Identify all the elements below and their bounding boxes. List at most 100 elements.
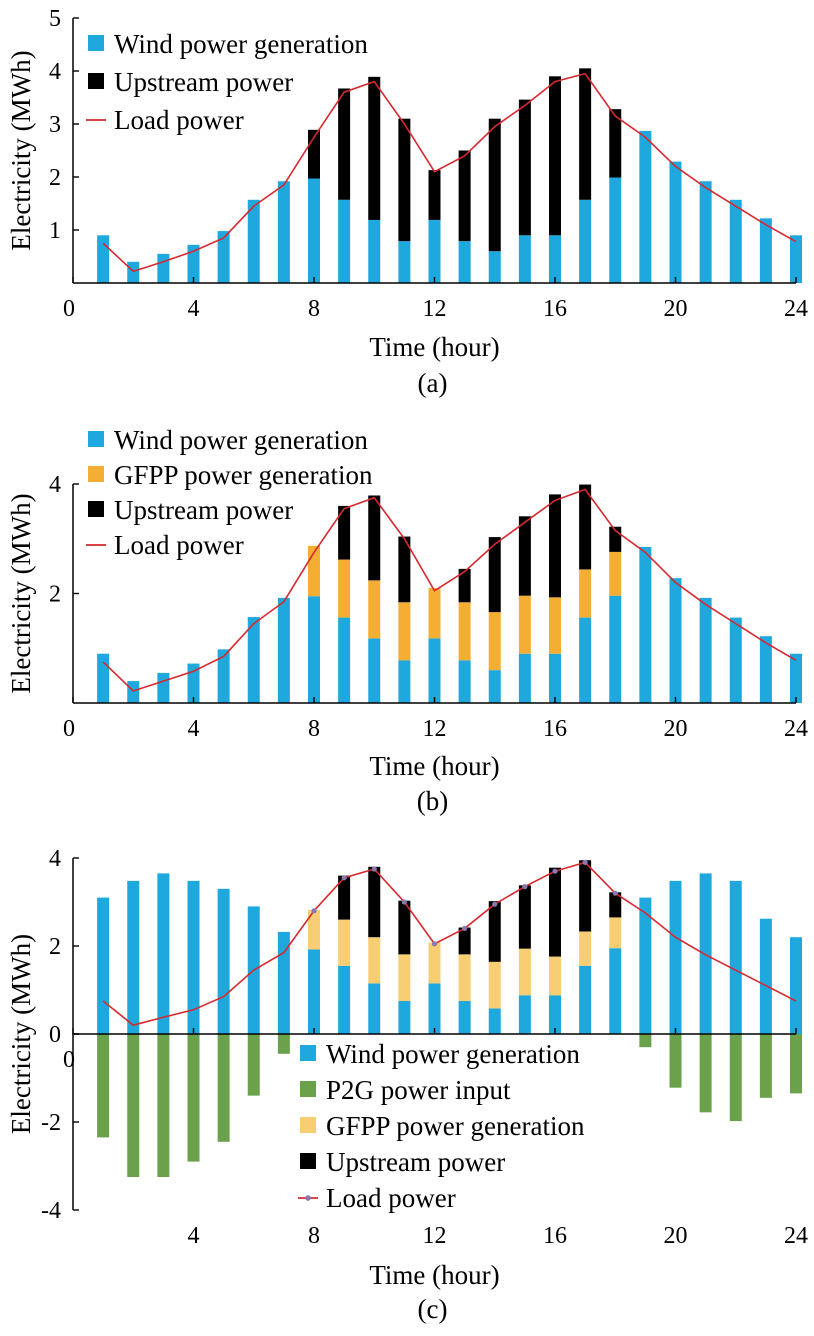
- bar-group: [97, 484, 802, 703]
- y-axis-label: Electricity (MWh): [6, 50, 36, 250]
- legend-label-1: Upstream power: [114, 67, 293, 97]
- legend: Wind power generation P2G power input GFPP…: [298, 1039, 585, 1213]
- bar-wind-power-generation-11: [398, 1001, 411, 1034]
- y-tick-label-4: 4: [49, 472, 61, 498]
- legend-swatch-1: [300, 1081, 316, 1097]
- x-tick-label-4: 4: [188, 296, 200, 322]
- bar-upstream-power-15: [518, 885, 531, 949]
- bar-gfpp-power-generation-13: [458, 602, 471, 661]
- bar-group: [97, 68, 802, 283]
- bar-wind-power-generation-22: [729, 617, 742, 703]
- bar-gfpp-power-generation-16: [549, 956, 561, 996]
- bar-p2g-power-input-23: [759, 1034, 772, 1098]
- bar-wind-power-generation-2: [127, 261, 140, 283]
- y-axis-label: Electricity (MWh): [6, 493, 36, 693]
- bar-upstream-power-17: [579, 860, 592, 932]
- bar-wind-power-generation-2: [127, 880, 140, 1034]
- bar-wind-power-generation-17: [579, 199, 592, 283]
- bar-upstream-power-13: [458, 927, 471, 955]
- bar-wind-power-generation-5: [217, 231, 230, 283]
- legend-label-1: P2G power input: [326, 1075, 511, 1105]
- line-marker-16: [552, 868, 558, 874]
- line-marker-11: [401, 899, 407, 905]
- bar-wind-power-generation-20: [669, 161, 682, 283]
- bar-upstream-power-17: [579, 484, 592, 570]
- x-tick-label-4: 4: [188, 716, 200, 742]
- legend-swatch-1: [88, 466, 104, 482]
- line-marker-10: [371, 866, 377, 872]
- x-tick-label-8: 8: [308, 716, 320, 742]
- bar-upstream-power-13: [458, 568, 471, 603]
- line-marker-14: [492, 901, 498, 907]
- series-line-load-power: [102, 488, 797, 692]
- bar-p2g-power-input-19: [639, 1034, 652, 1048]
- bar-gfpp-power-generation-18: [609, 917, 622, 949]
- bar-p2g-power-input-20: [669, 1034, 682, 1088]
- legend-label-0: Wind power generation: [114, 29, 368, 59]
- bar-wind-power-generation-5: [217, 649, 230, 703]
- bar-wind-power-generation-2: [127, 681, 140, 703]
- legend-swatch-0: [88, 35, 104, 51]
- legend-swatch-0: [88, 431, 104, 447]
- y-tick-label--2: -2: [41, 1110, 61, 1136]
- x-tick-label-16: 16: [543, 1223, 567, 1249]
- legend-label-1: GFPP power generation: [114, 460, 373, 490]
- bar-upstream-power-14: [488, 537, 501, 613]
- legend: Wind power generation Upstream power Load …: [86, 29, 368, 135]
- bar-gfpp-power-generation-17: [579, 931, 592, 966]
- y-tick-label-3: 3: [49, 112, 61, 138]
- y-tick-label-2: 2: [49, 165, 61, 191]
- bar-gfpp-power-generation-15: [518, 948, 531, 996]
- bar-wind-power-generation-6: [247, 617, 260, 703]
- bar-gfpp-power-generation-12: [428, 942, 441, 984]
- bar-upstream-power-15: [518, 516, 531, 596]
- bar-upstream-power-10: [368, 866, 381, 938]
- x-tick-label-8: 8: [308, 296, 320, 322]
- bar-wind-power-generation-12: [428, 983, 441, 1034]
- bar-p2g-power-input-6: [247, 1034, 260, 1096]
- bar-wind-power-generation-15: [518, 995, 531, 1034]
- x-tick-label-4: 4: [188, 1223, 200, 1249]
- bar-gfpp-power-generation-10: [368, 937, 381, 984]
- bar-gfpp-power-generation-17: [579, 569, 592, 618]
- bar-wind-power-generation-8: [308, 949, 320, 1034]
- bar-wind-power-generation-22: [729, 199, 742, 283]
- bar-wind-power-generation-14: [488, 251, 501, 283]
- legend: Wind power generation GFPP power generati…: [86, 425, 373, 560]
- legend-label-2: Load power: [114, 105, 244, 135]
- line-marker-18: [612, 890, 618, 896]
- bar-p2g-power-input-5: [217, 1034, 230, 1142]
- bar-gfpp-power-generation-9: [338, 919, 351, 966]
- bar-wind-power-generation-21: [699, 597, 712, 703]
- bar-upstream-power-10: [368, 76, 381, 220]
- legend-swatch-2: [300, 1117, 316, 1133]
- y-tick-label-0: 0: [49, 1022, 61, 1048]
- legend-label-0: Wind power generation: [114, 425, 368, 455]
- x-tick-label-16: 16: [543, 716, 567, 742]
- x-tick-label-24: 24: [784, 716, 808, 742]
- series-line-load-power: [102, 72, 797, 273]
- panel-caption: (b): [417, 786, 448, 816]
- legend-swatch-2: [88, 501, 104, 517]
- bar-gfpp-power-generation-8: [308, 909, 320, 950]
- bar-wind-power-generation-16: [549, 995, 561, 1034]
- bar-p2g-power-input-22: [729, 1034, 742, 1122]
- bar-p2g-power-input-21: [699, 1034, 712, 1113]
- x-tick-label-12: 12: [423, 716, 447, 742]
- x-tick-label-20: 20: [664, 296, 688, 322]
- line-marker-13: [462, 925, 468, 932]
- bar-upstream-power-18: [609, 892, 622, 918]
- bar-upstream-power-18: [609, 109, 622, 178]
- bar-gfpp-power-generation-18: [609, 551, 622, 596]
- bar-wind-power-generation-17: [579, 965, 592, 1034]
- bar-wind-power-generation-20: [669, 880, 682, 1034]
- bar-upstream-power-15: [518, 99, 531, 236]
- bar-wind-power-generation-9: [338, 965, 351, 1034]
- bar-p2g-power-input-2: [127, 1034, 140, 1177]
- bar-wind-power-generation-18: [609, 177, 622, 283]
- y-tick-label-5: 5: [49, 6, 61, 32]
- legend-label-2: GFPP power generation: [326, 1111, 585, 1141]
- line-marker-15: [522, 884, 528, 890]
- bar-wind-power-generation-10: [368, 983, 381, 1034]
